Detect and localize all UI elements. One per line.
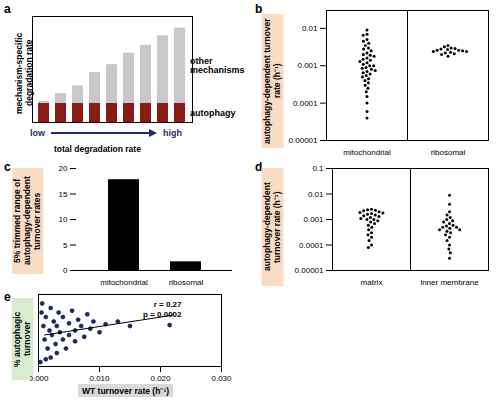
svg-text:0.01: 0.01	[302, 24, 318, 33]
svg-text:15: 15	[59, 190, 68, 199]
svg-text:5: 5	[63, 241, 68, 250]
svg-text:20: 20	[59, 164, 68, 173]
html-text:autophagy-dependent turnover r: autophagy-dependent turnover rate (h⁻¹)	[262, 18, 282, 144]
svg-text:0.010: 0.010	[89, 374, 110, 382]
svg-text:0.0001: 0.0001	[293, 99, 318, 108]
svg-text:inner membrane: inner membrane	[420, 278, 479, 286]
html-text:5% trimmed range of autophagy-: 5% trimmed range of autophagy-dependent …	[12, 176, 42, 266]
html-text:total degradation rate: total degradation rate	[54, 144, 141, 154]
html-text:e: e	[4, 290, 11, 304]
html-text:WT turnover rate (h⁻¹): WT turnover rate (h⁻¹)	[82, 386, 170, 396]
svg-text:othermechanisms: othermechanisms	[190, 56, 245, 75]
svg-text:p = 0.0002: p = 0.0002	[143, 310, 182, 319]
html-text:mechanism-specific degradation: mechanism-specific degradation rate	[14, 32, 34, 114]
svg-text:10: 10	[59, 215, 68, 224]
html-text:autophagy-dependent turnover r: autophagy-dependent turnover rate (h⁻¹)	[262, 182, 282, 272]
html-text:d: d	[255, 160, 263, 174]
svg-text:0.001: 0.001	[303, 215, 324, 224]
html-text:% autophagic turnover: % autophagic turnover	[12, 311, 32, 367]
svg-text:0.00001: 0.00001	[289, 136, 318, 145]
svg-text:0.020: 0.020	[150, 374, 171, 382]
html-text:c: c	[4, 160, 11, 174]
html-text:a: a	[4, 2, 11, 16]
svg-text:r = 0.27: r = 0.27	[154, 300, 182, 309]
svg-text:0.030: 0.030	[211, 374, 232, 382]
html-text:high: high	[163, 128, 182, 138]
svg-text:0.00001: 0.00001	[295, 266, 324, 275]
svg-text:mitochondrial: mitochondrial	[343, 148, 391, 156]
svg-text:0.01: 0.01	[308, 190, 324, 199]
svg-text:0.0001: 0.0001	[299, 241, 324, 250]
svg-text:0: 0	[63, 266, 68, 275]
svg-text:mitochondrial: mitochondrial	[100, 278, 148, 286]
svg-text:ribosomal: ribosomal	[431, 148, 466, 156]
svg-text:matrix: matrix	[361, 278, 383, 286]
svg-text:0.001: 0.001	[297, 61, 318, 70]
svg-text:0.1: 0.1	[312, 164, 324, 173]
svg-text:autophagy: autophagy	[190, 108, 236, 118]
svg-text:0.000: 0.000	[30, 374, 49, 382]
html-text:low: low	[30, 128, 45, 138]
svg-text:ribosomal: ribosomal	[169, 278, 204, 286]
html-text:b: b	[255, 2, 263, 16]
